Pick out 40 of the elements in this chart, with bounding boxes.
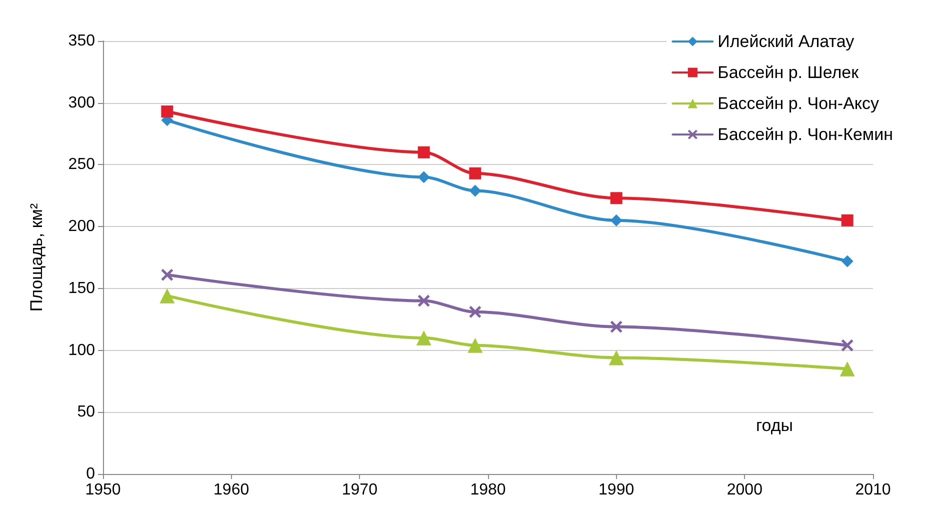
- y-tick-label: 150: [68, 280, 96, 297]
- legend-label: Бассейн р. Чон-Кемин: [718, 125, 894, 144]
- point: [418, 146, 430, 158]
- point: [469, 306, 482, 318]
- point: [610, 320, 622, 333]
- point: [841, 339, 854, 352]
- y-tick-label: 100: [68, 342, 96, 359]
- point: [418, 294, 430, 307]
- point: [841, 255, 854, 268]
- y-tick-label: 50: [77, 404, 96, 421]
- point: [841, 214, 854, 226]
- point: [610, 192, 622, 204]
- y-tick-label: 300: [68, 94, 96, 112]
- point: [610, 214, 622, 226]
- legend-label: Бассейн р. Шелек: [718, 63, 860, 82]
- y-axis-title: Площадь, км²: [27, 203, 46, 312]
- x-tick-label: 1980: [470, 482, 506, 498]
- point: [416, 330, 432, 346]
- point: [840, 361, 855, 376]
- point: [161, 268, 174, 281]
- point: [469, 184, 482, 197]
- x-tick-label: 2000: [726, 482, 763, 498]
- legend-label: Илейский Алатау: [718, 32, 855, 51]
- x-tick-label: 1970: [342, 482, 378, 498]
- point: [469, 167, 482, 180]
- y-tick-label: 350: [68, 32, 96, 50]
- legend-label: Бассейн р. Чон-Аксу: [718, 94, 880, 113]
- point: [160, 288, 175, 304]
- x-tick-label: 2010: [855, 482, 891, 498]
- y-tick-label: 200: [68, 218, 96, 236]
- point: [161, 106, 174, 118]
- point: [418, 171, 430, 184]
- x-tick-label: 1960: [214, 482, 250, 498]
- x-tick-label: 1990: [598, 482, 634, 498]
- y-tick-label: 250: [68, 156, 96, 174]
- y-tick-label: 0: [86, 466, 96, 482]
- point: [468, 338, 483, 353]
- point: [608, 350, 624, 366]
- x-tick-label: 1950: [85, 482, 121, 498]
- x-axis-title: годы: [756, 416, 793, 435]
